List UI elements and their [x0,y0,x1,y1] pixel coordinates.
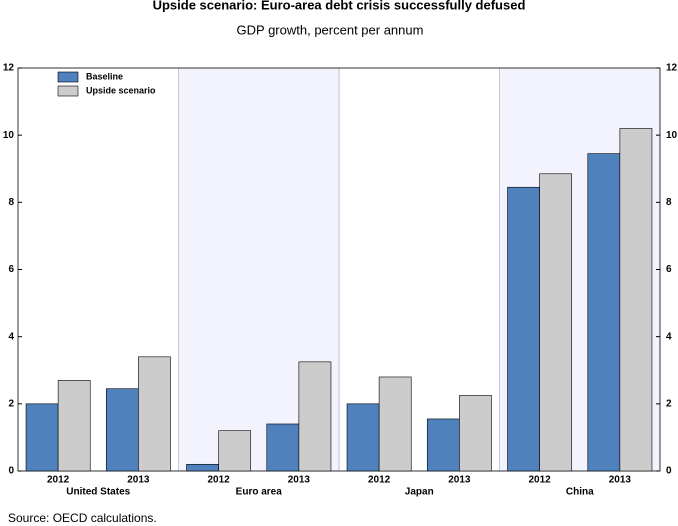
x-tick-label: 2013 [609,475,632,486]
bar [507,186,540,472]
y-tick-label: 6 [8,264,14,275]
x-tick-label: 2012 [47,475,70,486]
y-tick-label: 4 [8,331,14,342]
bar [57,380,91,472]
y-tick-label: 10 [3,130,15,141]
x-tick-label: 2013 [288,475,311,486]
y-tick-label: 8 [8,197,14,208]
group-label: China [566,487,594,498]
legend-label: Baseline [86,71,123,81]
y2-tick-label: 8 [666,197,672,208]
y2-tick-label: 6 [666,264,672,275]
y2-tick-label: 10 [666,130,678,141]
bar [298,361,332,472]
bar [25,403,59,472]
y-tick-label: 0 [8,466,14,477]
x-tick-label: 2012 [529,475,552,486]
group-label: Euro area [236,487,283,498]
group-label: United States [66,487,130,498]
bar [138,356,171,472]
x-tick-label: 2013 [448,475,471,486]
y2-tick-label: 4 [666,331,672,342]
legend-swatch [57,71,79,83]
bar [105,388,139,472]
bar [539,173,573,472]
x-tick-label: 2012 [368,475,391,486]
bar [619,128,653,472]
group-label: Japan [405,487,434,498]
bar [426,418,460,472]
legend-swatch [57,85,79,97]
bar [218,430,252,472]
y-tick-label: 2 [8,398,14,409]
chart-title: Upside scenario: Euro-area debt crisis s… [153,0,526,12]
bar [378,376,412,472]
bar [266,423,300,472]
bar [346,403,380,472]
source-note: Source: OECD calculations. [8,511,157,525]
bar [186,463,219,472]
x-tick-label: 2013 [127,475,150,486]
legend-label: Upside scenario [86,85,156,95]
y-tick-label: 12 [3,63,15,74]
y2-tick-label: 0 [666,466,672,477]
y2-tick-label: 2 [666,398,672,409]
chart-subtitle: GDP growth, percent per annum [237,22,424,37]
y2-tick-label: 12 [666,63,678,74]
bar [459,395,492,472]
x-tick-label: 2012 [208,475,231,486]
bar [587,153,621,472]
